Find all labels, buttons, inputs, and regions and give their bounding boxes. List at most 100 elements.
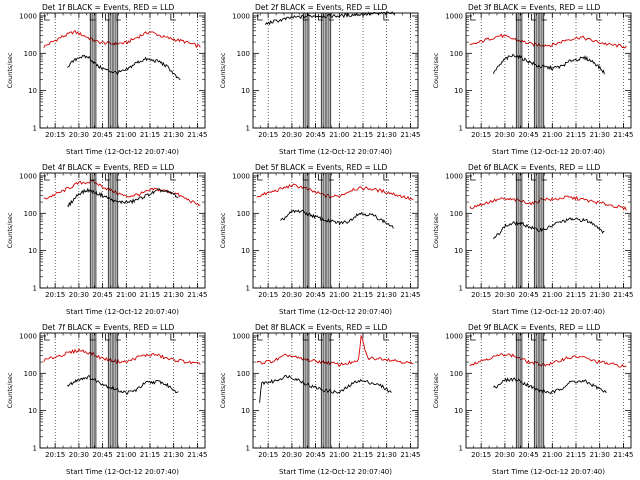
attenuator-flag-marker — [170, 334, 176, 341]
attenuator-flag-marker — [44, 14, 50, 21]
x-tick-label: 21:15 — [566, 131, 586, 139]
x-tick-label: 20:15 — [471, 451, 491, 459]
x-tick-label: 20:45 — [92, 131, 112, 139]
attenuator-flag-marker — [383, 14, 389, 21]
x-tick-label: 21:45 — [187, 451, 207, 459]
attenuator-flag-marker — [44, 174, 50, 181]
y-tick-label: 1 — [33, 285, 37, 293]
x-tick-label: 20:45 — [305, 451, 325, 459]
y-tick-label: 1000 — [19, 172, 37, 180]
chart-title: Det 1f BLACK = Events, RED = LLD — [42, 3, 175, 12]
y-tick-label: 100 — [450, 210, 463, 218]
x-tick-label: 21:15 — [566, 291, 586, 299]
y-tick-label: 10 — [241, 247, 250, 255]
attenuator-flag-marker — [105, 174, 111, 181]
attenuator-flag-marker — [170, 174, 176, 181]
x-tick-label: 21:00 — [542, 131, 562, 139]
x-tick-label: 21:00 — [116, 131, 136, 139]
attenuator-flag-marker — [515, 14, 522, 21]
x-tick-label: 20:15 — [258, 291, 278, 299]
x-tick-label: 20:30 — [495, 451, 515, 459]
attenuator-flag-marker — [89, 14, 96, 21]
lld-series-line — [469, 352, 627, 368]
y-tick-label: 1000 — [232, 12, 250, 20]
x-tick-label: 20:45 — [518, 451, 538, 459]
y-tick-label: 10 — [241, 407, 250, 415]
y-axis-label: Counts/sec — [219, 372, 227, 408]
chart-title: Det 8f BLACK = Events, RED = LLD — [255, 323, 388, 332]
x-tick-label: 21:45 — [187, 291, 207, 299]
x-axis-label: Start Time (12-Oct-12 20:07:40) — [492, 308, 605, 316]
attenuator-flag-marker — [257, 14, 263, 21]
y-tick-label: 100 — [24, 370, 37, 378]
y-tick-label: 10 — [28, 407, 37, 415]
x-axis-label: Start Time (12-Oct-12 20:07:40) — [279, 148, 392, 156]
y-tick-label: 10 — [454, 247, 463, 255]
x-tick-label: 21:15 — [140, 451, 160, 459]
x-tick-label: 21:00 — [329, 451, 349, 459]
attenuator-flag-marker — [105, 14, 111, 21]
attenuator-flag-marker — [470, 334, 476, 341]
attenuator-flag-marker — [257, 174, 263, 181]
x-tick-label: 21:00 — [116, 451, 136, 459]
x-tick-label: 21:30 — [590, 291, 610, 299]
lld-series-line — [256, 183, 414, 201]
attenuator-flag-marker — [115, 334, 121, 341]
events-series-line — [493, 53, 605, 75]
chart-panel-4: Det 4f BLACK = Events, RED = LLD Counts/s… — [6, 163, 208, 316]
y-tick-label: 10 — [28, 247, 37, 255]
y-tick-label: 10 — [454, 407, 463, 415]
attenuator-flag-marker — [541, 174, 547, 181]
x-tick-label: 20:30 — [495, 131, 515, 139]
x-tick-label: 21:45 — [613, 451, 633, 459]
x-tick-label: 20:15 — [45, 291, 65, 299]
attenuator-flag-marker — [596, 334, 602, 341]
x-tick-label: 21:45 — [187, 131, 207, 139]
y-axis-label: Counts/sec — [219, 52, 227, 88]
x-tick-label: 21:00 — [329, 291, 349, 299]
x-axis-label: Start Time (12-Oct-12 20:07:40) — [66, 468, 179, 476]
attenuator-flag-marker — [531, 14, 537, 21]
attenuator-flag-marker — [257, 334, 263, 341]
y-tick-label: 100 — [237, 370, 250, 378]
attenuator-flag-marker — [515, 174, 522, 181]
chart-title: Det 2f BLACK = Events, RED = LLD — [255, 3, 388, 12]
x-tick-label: 21:45 — [613, 291, 633, 299]
x-tick-label: 21:00 — [329, 131, 349, 139]
chart-title: Det 5f BLACK = Events, RED = LLD — [255, 163, 388, 172]
x-tick-label: 20:30 — [69, 131, 89, 139]
x-axis-label: Start Time (12-Oct-12 20:07:40) — [492, 468, 605, 476]
x-tick-label: 20:15 — [258, 451, 278, 459]
plot-frame — [465, 332, 632, 449]
x-tick-label: 20:15 — [45, 131, 65, 139]
x-tick-label: 21:45 — [613, 131, 633, 139]
y-axis-label: Counts/sec — [6, 212, 14, 248]
x-tick-label: 20:45 — [518, 131, 538, 139]
plot-frame — [39, 332, 206, 449]
attenuator-flag-marker — [328, 14, 334, 21]
x-tick-label: 21:30 — [377, 451, 397, 459]
y-axis-label: Counts/sec — [432, 52, 440, 88]
attenuator-flag-marker — [328, 334, 334, 341]
y-axis-label: Counts/sec — [6, 52, 14, 88]
attenuator-flag-marker — [383, 174, 389, 181]
plot-frame — [252, 12, 419, 129]
attenuator-flag-marker — [596, 14, 602, 21]
chart-panel-1: Det 1f BLACK = Events, RED = LLD Counts/s… — [6, 3, 208, 156]
x-axis-label: Start Time (12-Oct-12 20:07:40) — [66, 148, 179, 156]
x-tick-label: 20:45 — [518, 291, 538, 299]
chart-title: Det 7f BLACK = Events, RED = LLD — [42, 323, 175, 332]
x-tick-label: 21:00 — [542, 451, 562, 459]
x-tick-label: 20:30 — [69, 451, 89, 459]
y-tick-label: 1 — [459, 125, 463, 133]
attenuator-flag-marker — [470, 14, 476, 21]
plot-frame — [465, 12, 632, 129]
attenuator-flag-marker — [89, 174, 96, 181]
x-axis-label: Start Time (12-Oct-12 20:07:40) — [492, 148, 605, 156]
x-tick-label: 20:30 — [282, 291, 302, 299]
chart-panel-3: Det 3f BLACK = Events, RED = LLD Counts/s… — [432, 3, 634, 156]
attenuator-flag-marker — [318, 174, 324, 181]
x-tick-label: 21:30 — [590, 131, 610, 139]
attenuator-flag-marker — [470, 174, 476, 181]
